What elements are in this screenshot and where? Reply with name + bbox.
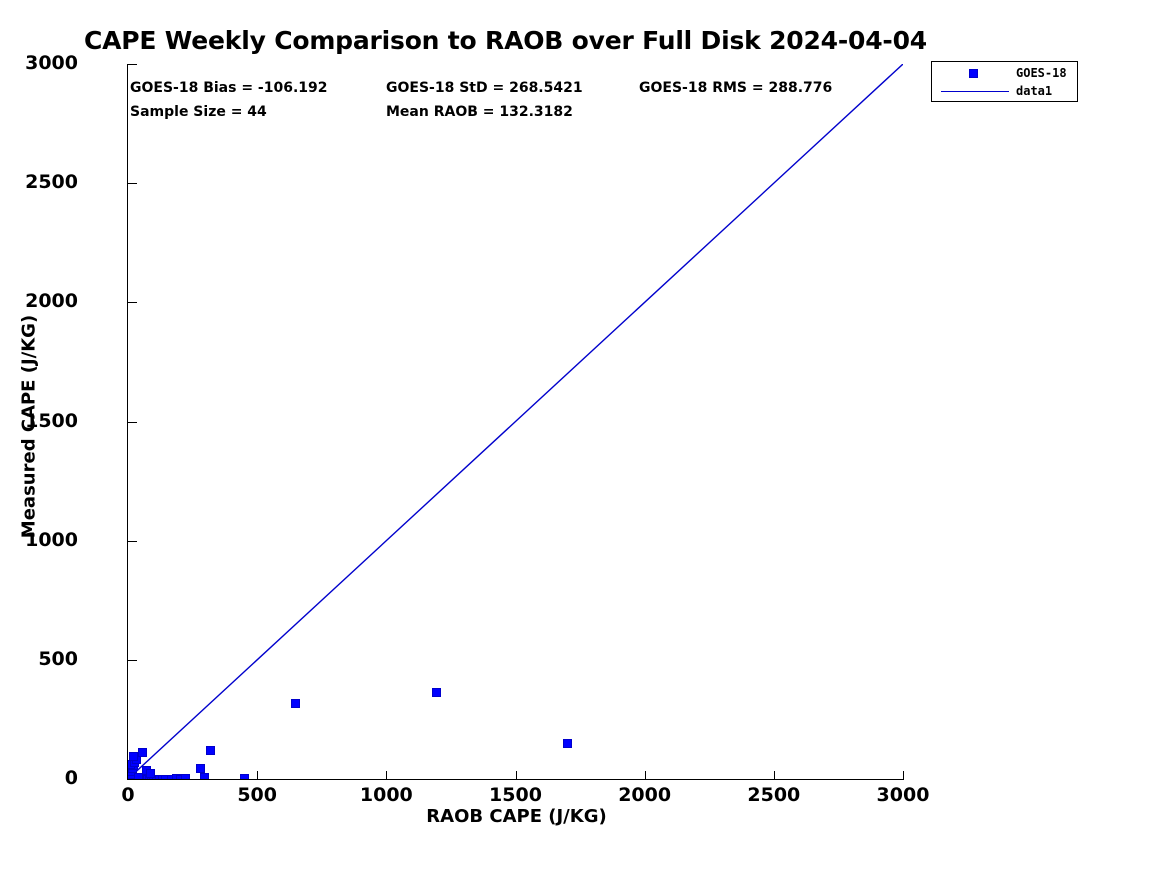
legend-entry-goes18[interactable]: GOES-18 bbox=[932, 64, 1079, 83]
y-tick bbox=[128, 183, 137, 185]
chart-legend[interactable]: GOES-18 data1 bbox=[931, 61, 1078, 102]
x-tick-label: 1500 bbox=[489, 784, 542, 806]
data-point bbox=[145, 768, 155, 778]
y-tick-label: 500 bbox=[38, 647, 78, 670]
legend-line-swatch-icon bbox=[941, 91, 1009, 92]
x-tick bbox=[644, 771, 646, 780]
y-tick bbox=[128, 659, 137, 661]
x-tick-label: 0 bbox=[121, 784, 135, 806]
data-point bbox=[432, 688, 442, 698]
y-tick bbox=[128, 302, 137, 304]
plot-area bbox=[128, 64, 903, 779]
y-tick bbox=[128, 779, 137, 780]
stat-rms: GOES-18 RMS = 288.776 bbox=[639, 80, 833, 96]
x-tick bbox=[257, 771, 259, 780]
data-point bbox=[133, 772, 143, 779]
data-point bbox=[195, 763, 205, 773]
y-tick bbox=[128, 421, 137, 423]
stat-sample_size: Sample Size = 44 bbox=[130, 104, 267, 120]
data-point bbox=[290, 698, 300, 708]
data-point bbox=[181, 773, 191, 779]
stat-std: GOES-18 StD = 268.5421 bbox=[386, 80, 583, 96]
data-point bbox=[205, 746, 215, 756]
y-tick-label: 2500 bbox=[25, 171, 78, 194]
x-tick bbox=[515, 771, 517, 780]
stat-bias: GOES-18 Bias = -106.192 bbox=[130, 80, 328, 96]
y-tick-label: 2000 bbox=[25, 290, 78, 313]
one-to-one-line bbox=[128, 64, 903, 779]
x-tick bbox=[773, 771, 775, 780]
y-axis-line bbox=[127, 64, 128, 780]
x-tick bbox=[386, 771, 388, 780]
data1-line bbox=[128, 64, 903, 779]
x-tick-label: 1000 bbox=[359, 784, 413, 806]
stat-mean_raob: Mean RAOB = 132.3182 bbox=[386, 104, 573, 120]
data-point bbox=[199, 772, 209, 779]
y-tick bbox=[128, 64, 137, 65]
page-title: CAPE Weekly Comparison to RAOB over Full… bbox=[84, 26, 927, 55]
data-point bbox=[240, 773, 250, 779]
x-tick-label: 2000 bbox=[618, 784, 672, 806]
x-tick-label: 3000 bbox=[876, 784, 930, 806]
x-tick bbox=[903, 771, 904, 780]
legend-marker-swatch-icon bbox=[969, 69, 978, 78]
y-axis-label: Measured CAPE (J/KG) bbox=[18, 314, 40, 539]
x-axis-label: RAOB CAPE (J/KG) bbox=[426, 806, 607, 827]
legend-entry-data1[interactable]: data1 bbox=[932, 82, 1079, 101]
x-tick-label: 500 bbox=[237, 784, 277, 806]
y-tick bbox=[128, 540, 137, 542]
legend-label-data1: data1 bbox=[1016, 84, 1053, 98]
data-series-layer bbox=[128, 64, 903, 779]
x-tick-label: 2500 bbox=[747, 784, 801, 806]
y-tick-label: 0 bbox=[64, 767, 78, 789]
data-point bbox=[562, 738, 572, 748]
y-tick-label: 3000 bbox=[25, 52, 78, 74]
data-point bbox=[128, 751, 138, 761]
y-tick-label: 1000 bbox=[25, 528, 78, 551]
y-tick-label: 1500 bbox=[25, 409, 78, 432]
legend-label-goes18: GOES-18 bbox=[1016, 66, 1067, 80]
data-point bbox=[138, 748, 148, 758]
